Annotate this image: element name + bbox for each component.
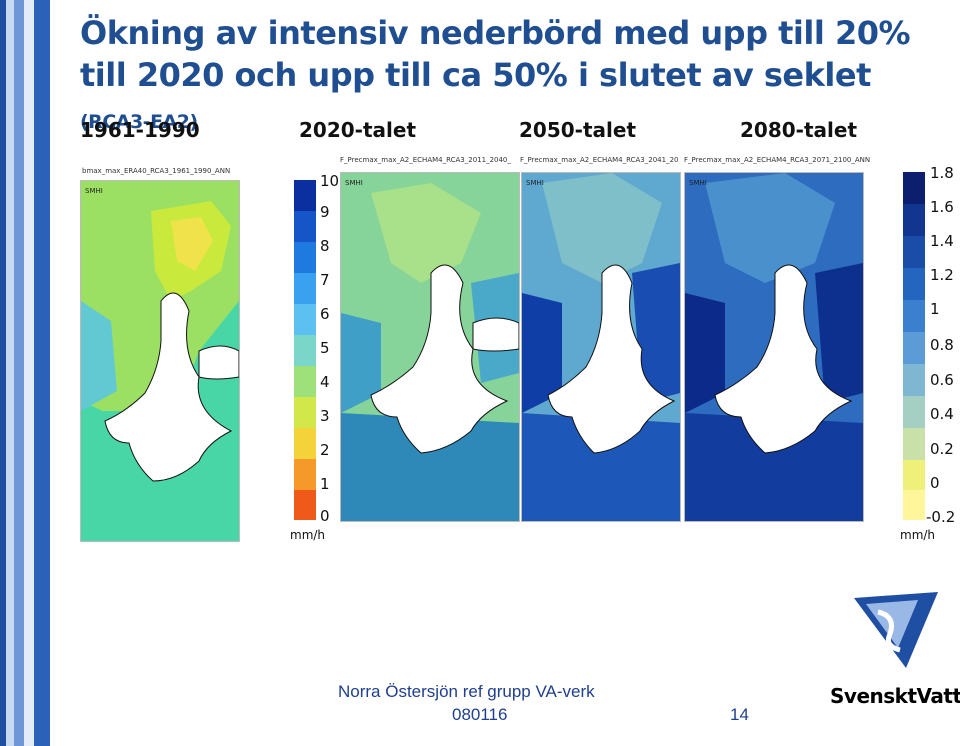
- map-1961-1990: SMHI: [80, 180, 240, 542]
- title-tag: (RCA3-EA2): [80, 111, 198, 133]
- left-tick: 4: [320, 373, 330, 391]
- right-tick: 1.8: [930, 164, 954, 182]
- left-tick: 8: [320, 237, 330, 255]
- colorbar-seg: [903, 300, 925, 332]
- footer-group: Norra Östersjön ref grupp VA-verk: [338, 682, 595, 701]
- colorbar-seg: [294, 335, 316, 366]
- colorbar-seg: [903, 332, 925, 364]
- right-tick: 1.4: [930, 232, 954, 250]
- colorbar-seg: [903, 236, 925, 268]
- colorbar-seg: [294, 242, 316, 273]
- scandinavia-map-2050: SMHI: [522, 173, 680, 521]
- right-tick: 1.6: [930, 198, 954, 216]
- map-caption-1: bmax_max_ERA40_RCA3_1961_1990_ANN: [82, 167, 231, 175]
- page-number: 14: [730, 705, 749, 724]
- colorbar-seg: [294, 459, 316, 490]
- colorbar-seg: [294, 180, 316, 211]
- right-tick: 0.6: [930, 371, 954, 389]
- colorbar-seg: [294, 428, 316, 459]
- left-tick: 2: [320, 441, 330, 459]
- scandinavia-map-baseline: SMHI: [81, 181, 239, 541]
- svenskt-vatten-logo: [848, 590, 940, 670]
- svg-text:SMHI: SMHI: [345, 179, 363, 187]
- left-tick: 0: [320, 507, 330, 525]
- colorbar-change: [903, 172, 925, 520]
- decor-stripe-blue: [14, 0, 24, 746]
- title-main: Ökning av intensiv nederbörd med upp til…: [80, 14, 911, 94]
- left-tick: 3: [320, 407, 330, 425]
- left-tick: 7: [320, 271, 330, 289]
- decor-stripe-accent: [34, 0, 50, 746]
- right-colorbar-unit: mm/h: [900, 528, 936, 542]
- colorbar-seg: [294, 211, 316, 242]
- colorbar-seg: [294, 366, 316, 397]
- left-tick: 5: [320, 339, 330, 357]
- water-drop-icon: [854, 592, 938, 668]
- map-caption-3: F_Precmax_max_A2_ECHAM4_RCA3_2041_20: [520, 156, 679, 164]
- map-2050-talet: SMHI: [521, 172, 681, 522]
- left-tick: 6: [320, 305, 330, 323]
- map-caption-4: F_Precmax_max_A2_ECHAM4_RCA3_2071_2100_A…: [684, 156, 871, 164]
- left-tick: 10: [320, 172, 340, 190]
- right-tick: 0.4: [930, 405, 954, 423]
- scandinavia-map-2080: SMHI: [685, 173, 863, 521]
- right-tick: 0.8: [930, 336, 954, 354]
- map-2080-talet: SMHI: [684, 172, 864, 522]
- colorbar-seg: [294, 273, 316, 304]
- colorbar-seg: [903, 460, 925, 490]
- period-label-2: 2020-talet: [299, 118, 417, 142]
- colorbar-seg: [903, 172, 925, 204]
- colorbar-seg: [294, 304, 316, 335]
- left-tick: 9: [320, 203, 330, 221]
- svg-text:SMHI: SMHI: [689, 179, 707, 187]
- map-caption-2: F_Precmax_max_A2_ECHAM4_RCA3_2011_2040_: [340, 156, 511, 164]
- period-label-3: 2050-talet: [519, 118, 637, 142]
- colorbar-seg: [294, 397, 316, 428]
- map-2020-talet: SMHI: [340, 172, 520, 522]
- decor-stripe-dark: [0, 0, 6, 746]
- decor-stripe-light: [24, 0, 34, 746]
- colorbar-seg: [903, 204, 925, 236]
- right-tick: -0.2: [926, 508, 956, 526]
- decor-stripe-mid: [6, 0, 14, 746]
- right-tick: 1: [930, 300, 940, 318]
- colorbar-seg: [294, 490, 316, 520]
- right-tick: 0.2: [930, 440, 954, 458]
- colorbar-absolute: [294, 180, 316, 520]
- right-tick: 1.2: [930, 266, 954, 284]
- svg-text:SMHI: SMHI: [526, 179, 544, 187]
- svg-text:SMHI: SMHI: [85, 187, 103, 195]
- brand-name: SvensktVatten: [830, 684, 960, 708]
- colorbar-seg: [903, 490, 925, 520]
- left-colorbar-unit: mm/h: [290, 528, 326, 542]
- footer-date: 080116: [452, 705, 508, 724]
- right-tick: 0: [930, 474, 940, 492]
- left-tick: 1: [320, 475, 330, 493]
- colorbar-seg: [903, 428, 925, 460]
- colorbar-seg: [903, 364, 925, 396]
- period-label-4: 2080-talet: [740, 118, 858, 142]
- period-label-1: 1961-1990: [80, 118, 200, 142]
- slide-title: Ökning av intensiv nederbörd med upp til…: [80, 12, 950, 143]
- colorbar-seg: [903, 396, 925, 428]
- colorbar-seg: [903, 268, 925, 300]
- scandinavia-map-2020: SMHI: [341, 173, 519, 521]
